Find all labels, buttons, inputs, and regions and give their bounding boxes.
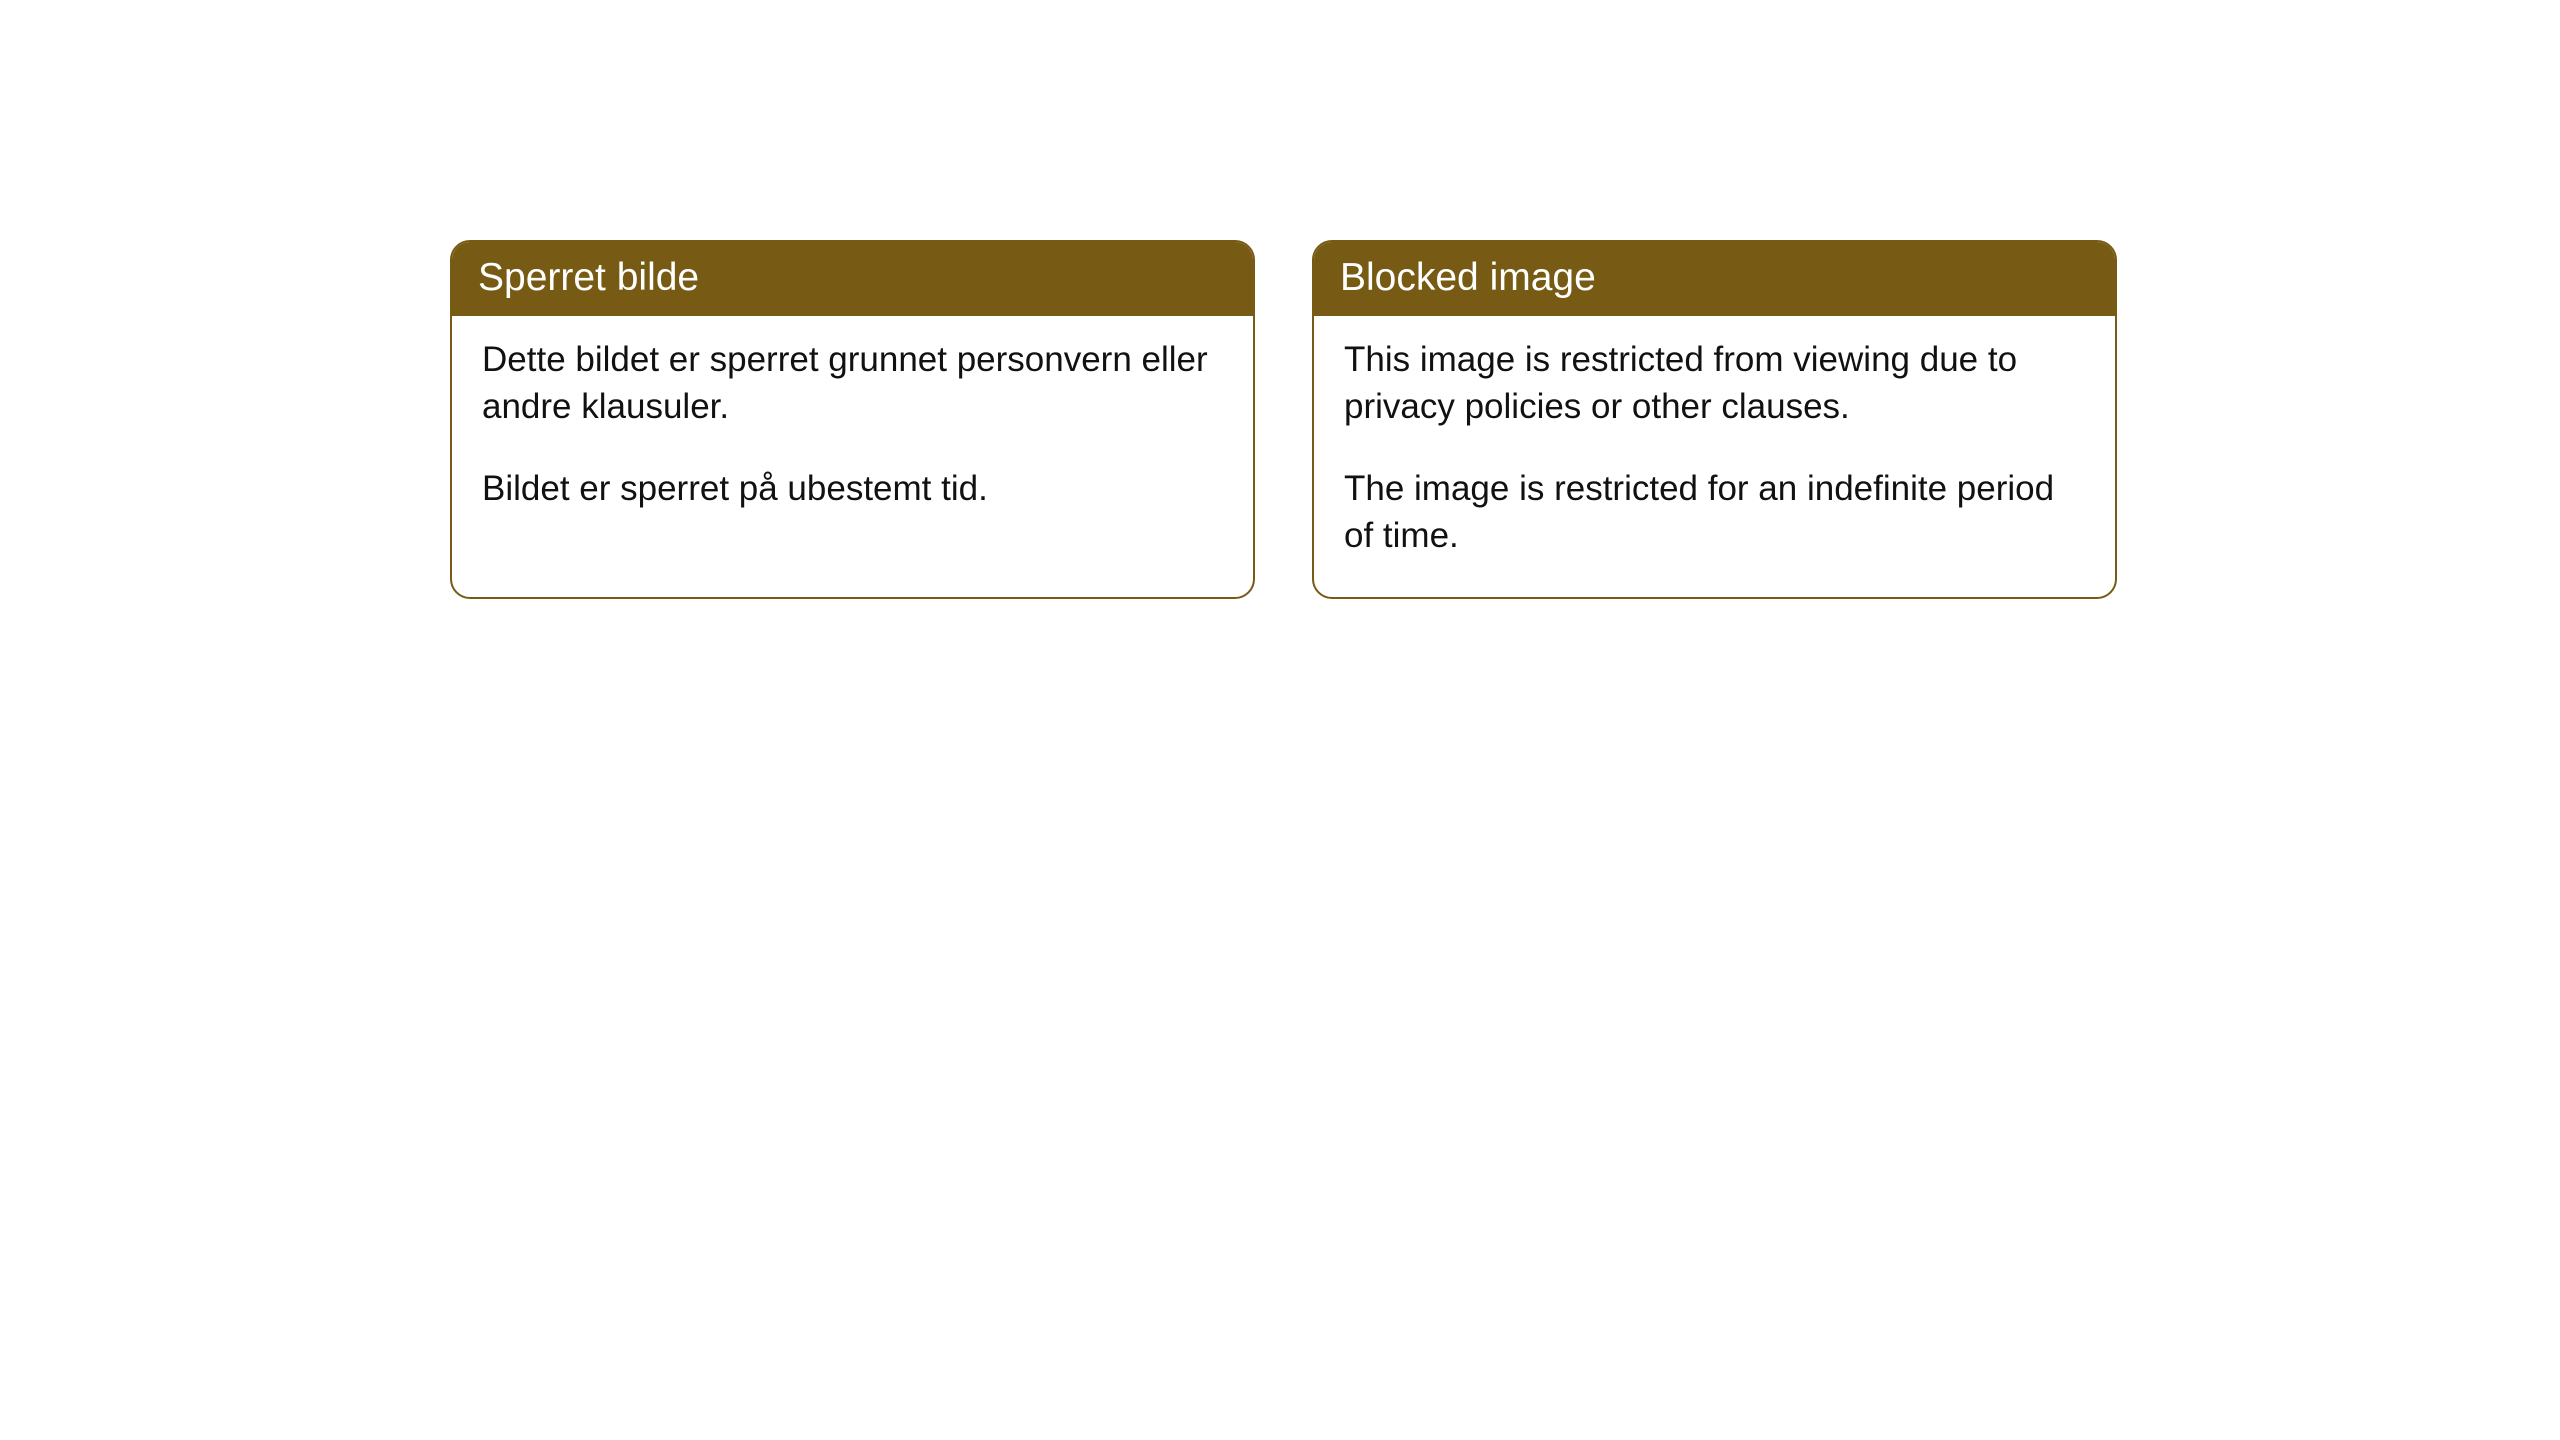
card-paragraph: Dette bildet er sperret grunnet personve… (482, 336, 1223, 431)
card-title: Sperret bilde (478, 256, 699, 299)
blocked-image-card-no: Sperret bilde Dette bildet er sperret gr… (450, 240, 1255, 599)
card-paragraph: This image is restricted from viewing du… (1344, 336, 2085, 431)
card-row: Sperret bilde Dette bildet er sperret gr… (450, 240, 2117, 599)
card-header: Sperret bilde (452, 242, 1253, 316)
card-body: This image is restricted from viewing du… (1314, 316, 2115, 597)
blocked-image-card-en: Blocked image This image is restricted f… (1312, 240, 2117, 599)
card-body: Dette bildet er sperret grunnet personve… (452, 316, 1253, 550)
card-paragraph: Bildet er sperret på ubestemt tid. (482, 465, 1223, 512)
card-title: Blocked image (1340, 256, 1596, 299)
card-header: Blocked image (1314, 242, 2115, 316)
card-paragraph: The image is restricted for an indefinit… (1344, 465, 2085, 560)
